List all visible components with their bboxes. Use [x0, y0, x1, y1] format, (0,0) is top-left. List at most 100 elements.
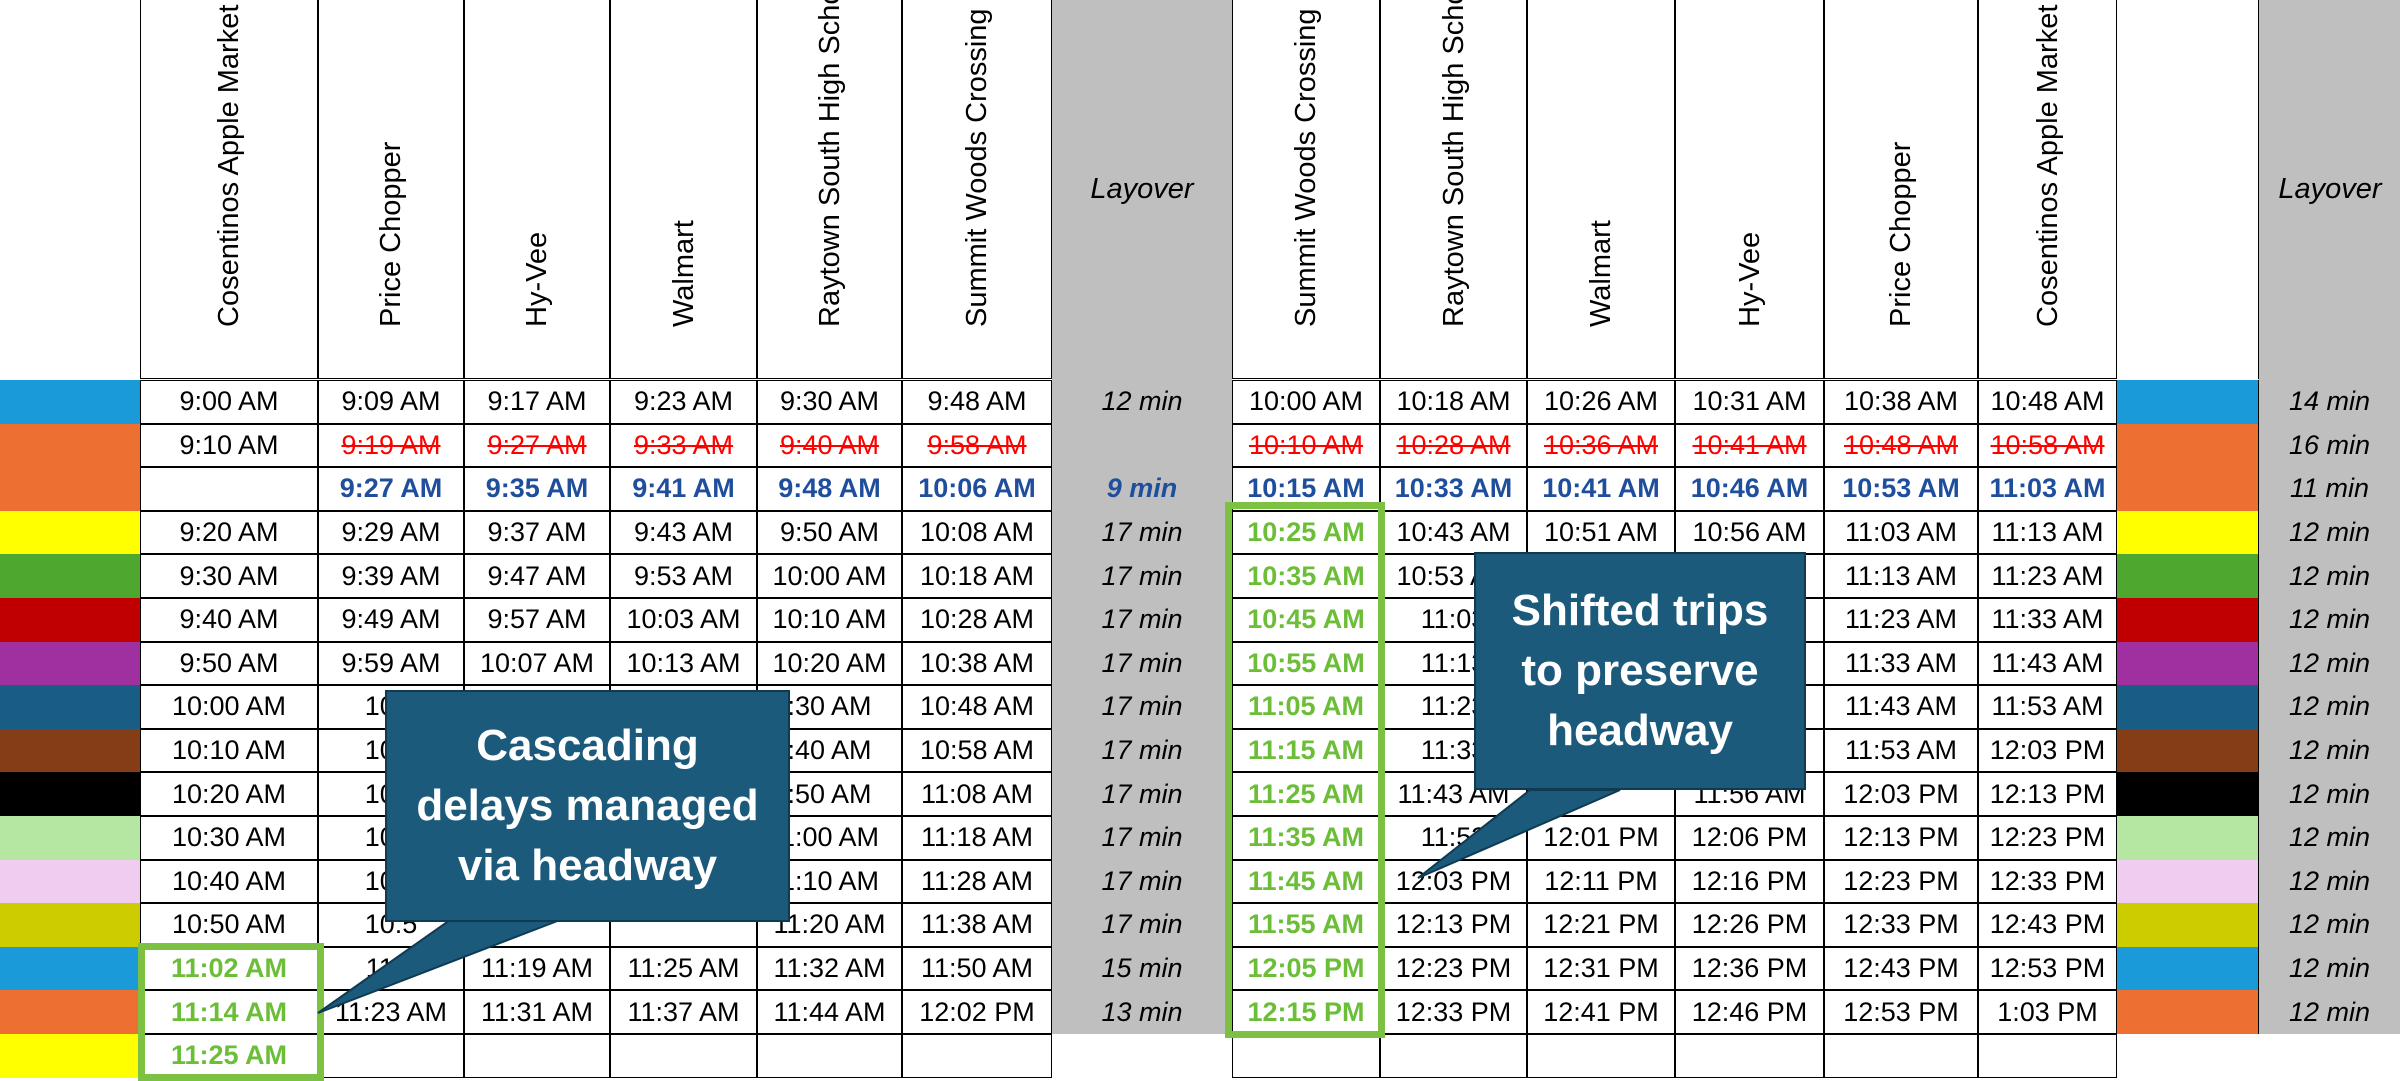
time-cell: 10:36 AM [1527, 423, 1675, 468]
layover-cell: 17 min [1101, 691, 1183, 722]
time-cell: 9:37 AM [464, 510, 610, 555]
header-outbound-label: Hy-Vee [521, 231, 553, 327]
time-cell: 10:07 AM [464, 641, 610, 686]
time-cell: 10:53 AM [1824, 467, 1978, 511]
route-color-swatch [0, 598, 140, 642]
route-color-swatch [0, 903, 140, 947]
layover2-cell: 16 min [2258, 423, 2400, 468]
route-color-swatch [0, 380, 140, 424]
time-cell: 10:20 AM [140, 772, 318, 816]
highlight-box-left [138, 943, 324, 1081]
header-outbound-3: Walmart [610, 0, 757, 379]
time-cell [610, 1034, 757, 1078]
layover2-cell: 14 min [2258, 380, 2400, 424]
route-color-swatch [0, 859, 140, 904]
header-inbound-4: Price Chopper [1824, 0, 1978, 379]
layover-cell: 17 min [1101, 909, 1183, 940]
time-cell: 12:36 PM [1675, 946, 1824, 991]
time-cell: 9:39 AM [318, 554, 464, 598]
time-cell: 10:06 AM [902, 467, 1052, 511]
header-inbound-label: Price Chopper [1885, 141, 1917, 327]
time-cell: 12:23 PM [1824, 859, 1978, 904]
time-cell: 11:14 AM [140, 990, 318, 1034]
layover-cell: 17 min [1101, 604, 1183, 635]
time-cell [140, 467, 318, 511]
route-color-swatch-right [2117, 903, 2258, 947]
time-cell: 9:27 AM [318, 467, 464, 511]
time-cell: 10:33 AM [1380, 467, 1527, 511]
layover-cell: 17 min [1101, 735, 1183, 766]
time-cell: 9:30 AM [140, 554, 318, 598]
time-cell [464, 1034, 610, 1078]
time-cell: 9:17 AM [464, 380, 610, 424]
layover2-cell: 11 min [2258, 467, 2400, 511]
time-cell [1978, 1034, 2117, 1078]
route-color-swatch-right [2117, 990, 2258, 1034]
route-color-swatch [0, 467, 140, 511]
time-cell: 11:53 AM [1824, 728, 1978, 773]
layover-cell: 13 min [1101, 996, 1183, 1027]
time-cell: 11:33 AM [1978, 598, 2117, 642]
time-cell: 10:18 AM [902, 554, 1052, 598]
time-cell: 11:13 AM [1824, 554, 1978, 598]
layover-cell: 17 min [1101, 778, 1183, 809]
route-color-swatch-right [2117, 423, 2258, 468]
layover2-cell: 12 min [2258, 772, 2400, 816]
layover-cell: 17 min [1101, 822, 1183, 853]
time-cell: 12:13 PM [1824, 816, 1978, 860]
time-cell: 10:13 AM [610, 641, 757, 686]
time-cell: 9:30 AM [757, 380, 902, 424]
time-cell: 9:40 AM [140, 598, 318, 642]
route-color-swatch-right [2117, 859, 2258, 904]
callout-left-text: Cascading delays managed via headway [416, 721, 759, 890]
header-inbound-1: Raytown South High School [1380, 0, 1527, 379]
time-cell: 11:53 AM [1978, 685, 2117, 729]
time-cell: 11:38 AM [902, 903, 1052, 947]
time-cell: 10:50 AM [140, 903, 318, 947]
time-cell: 10:28 AM [902, 598, 1052, 642]
time-cell: 9:41 AM [610, 467, 757, 511]
route-color-swatch-right [2117, 685, 2258, 729]
time-cell: 10:00 AM [1232, 380, 1380, 424]
time-cell: 11:43 AM [1978, 641, 2117, 686]
time-cell: 10:03 AM [610, 598, 757, 642]
time-cell: 12:43 PM [1824, 946, 1978, 991]
header-outbound-5: Summit Woods Crossing [902, 0, 1052, 379]
route-color-swatch [0, 772, 140, 816]
header-inbound-label: Hy-Vee [1733, 231, 1766, 327]
time-cell: 11:37 AM [610, 990, 757, 1034]
time-cell: 10:00 AM [140, 685, 318, 729]
header-inbound-label: Summit Woods Crossing [1290, 8, 1322, 327]
time-cell [1527, 1034, 1675, 1078]
time-cell: 10:41 AM [1675, 423, 1824, 468]
time-cell: 11:25 AM [140, 1034, 318, 1078]
time-cell: 11:25 AM [610, 946, 757, 991]
time-cell: 10:51 AM [1527, 510, 1675, 555]
time-cell: 10:20 AM [757, 641, 902, 686]
layover-column-bg [1052, 379, 1232, 1034]
header-outbound-label: Cosentinos Apple Market [213, 4, 245, 327]
route-color-swatch [0, 423, 140, 468]
time-cell: 11:23 AM [1978, 554, 2117, 598]
route-color-swatch-right [2117, 554, 2258, 598]
layover2-cell: 12 min [2258, 554, 2400, 598]
layover2-cell: 12 min [2258, 685, 2400, 729]
time-cell: 10:58 AM [902, 728, 1052, 773]
time-cell: 11:31 AM [464, 990, 610, 1034]
time-cell: 9:57 AM [464, 598, 610, 642]
time-cell: 9:48 AM [902, 380, 1052, 424]
time-cell: 12:11 PM [1527, 859, 1675, 904]
time-cell: 10:35 AM [1232, 554, 1380, 598]
time-cell: 9:19 AM [318, 423, 464, 468]
route-color-swatch-right [2117, 946, 2258, 991]
time-cell: 9:23 AM [610, 380, 757, 424]
layover-cell: 9 min [1106, 473, 1178, 504]
route-color-swatch [0, 685, 140, 729]
time-cell: 11:28 AM [902, 859, 1052, 904]
route-color-swatch-right [2117, 728, 2258, 773]
time-cell: 9:27 AM [464, 423, 610, 468]
header-outbound-0: Cosentinos Apple Market [140, 0, 318, 379]
highlight-box-right [1225, 502, 1385, 1038]
layover2-column-bg [2258, 379, 2400, 1034]
time-cell: 9:48 AM [757, 467, 902, 511]
